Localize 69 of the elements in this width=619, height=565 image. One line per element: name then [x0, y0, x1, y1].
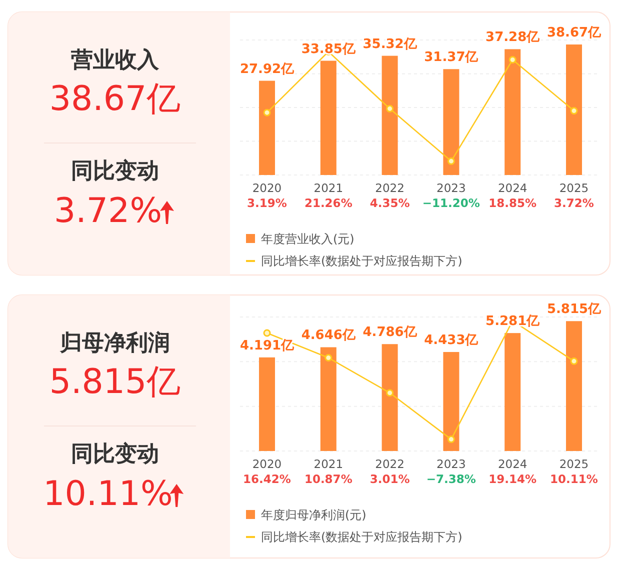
data-label: 21.26% — [304, 196, 353, 210]
point — [324, 354, 332, 362]
point — [386, 104, 394, 112]
data-label: 4.433亿 — [424, 332, 480, 348]
data-label: 3.19% — [247, 196, 288, 210]
x-tick-label: 2021 — [314, 457, 344, 471]
data-label: 10.87% — [304, 472, 353, 486]
x-tick-label: 2022 — [375, 181, 404, 195]
data-label: 5.815亿 — [546, 302, 602, 318]
text: 同比变动 — [71, 441, 159, 467]
bar — [382, 344, 398, 451]
point — [447, 436, 455, 444]
point — [263, 108, 271, 116]
text: 5.815亿 — [49, 362, 181, 402]
text: 营业收入 — [70, 48, 160, 73]
x-tick-label: 2024 — [498, 181, 528, 195]
legend-label: 年度归母净利润(元) — [261, 508, 366, 522]
legend-label: 年度营业收入(元) — [261, 232, 354, 246]
text: 同比变动 — [71, 158, 159, 184]
data-label: 16.42% — [243, 472, 292, 486]
data-label: −11.20% — [422, 196, 480, 210]
bar — [320, 347, 336, 451]
legend-label: 同比增长率(数据处于对应报告期下方) — [261, 254, 462, 268]
data-label: 3.01% — [370, 472, 410, 486]
bar — [382, 56, 398, 175]
bar — [443, 69, 460, 175]
text: 归母净利润 — [59, 330, 170, 356]
legend-label: 同比增长率(数据处于对应报告期下方) — [261, 530, 462, 544]
data-label: 33.85亿 — [301, 42, 356, 57]
x-tick-label: 2025 — [559, 181, 589, 195]
bar — [566, 44, 582, 175]
data-label: 35.32亿 — [362, 36, 418, 52]
point — [570, 107, 578, 115]
point — [386, 389, 394, 397]
x-tick-label: 2020 — [252, 181, 282, 195]
x-tick-label: 2025 — [559, 457, 589, 471]
bar — [259, 80, 275, 175]
bar — [259, 357, 275, 451]
data-label: 37.28亿 — [486, 30, 541, 46]
text: 38.67亿 — [49, 79, 181, 119]
data-label: 3.72% — [554, 196, 594, 210]
data-label: 27.92亿 — [240, 62, 296, 77]
data-label: 18.85% — [488, 196, 538, 210]
x-tick-label: 2022 — [375, 457, 404, 471]
point — [508, 56, 516, 64]
bar — [320, 60, 336, 175]
x-tick-label: 2023 — [436, 181, 466, 195]
data-label: 19.14% — [488, 472, 538, 486]
x-tick-label: 2021 — [314, 181, 344, 195]
data-label: 4.191亿 — [240, 338, 296, 354]
text: 3.72% — [54, 191, 162, 231]
x-tick-label: 2024 — [498, 457, 528, 471]
bar — [566, 321, 582, 451]
data-label: 4.786亿 — [362, 325, 418, 340]
data-label: 4.646亿 — [301, 328, 356, 344]
data-label: 31.37亿 — [424, 50, 480, 66]
text: 10.11% — [43, 474, 173, 514]
point — [570, 357, 578, 365]
data-label: 38.67亿 — [546, 25, 602, 40]
x-tick-label: 2020 — [252, 457, 282, 471]
data-label: 4.35% — [370, 196, 410, 210]
data-label: 10.11% — [550, 472, 598, 486]
data-label: −7.38% — [426, 472, 476, 486]
bar — [443, 352, 460, 451]
bar — [504, 49, 521, 175]
point — [263, 329, 271, 337]
bar — [504, 333, 521, 451]
point — [447, 157, 455, 165]
x-tick-label: 2023 — [436, 457, 466, 471]
